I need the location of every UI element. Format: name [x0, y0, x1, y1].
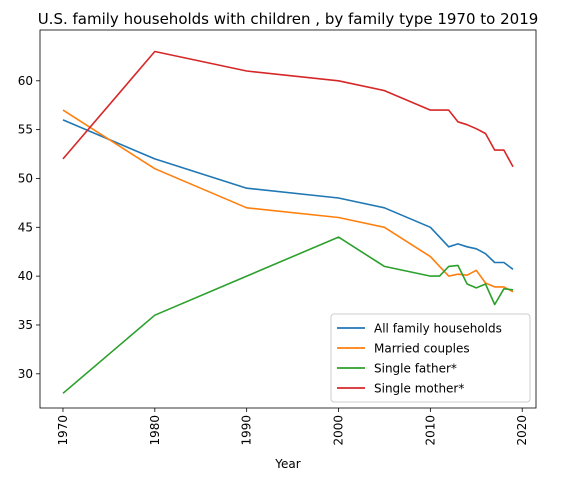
chart-title: U.S. family households with children , b…	[38, 10, 539, 28]
legend-label-married-couples: Married couples	[374, 342, 470, 356]
x-tick-label: 2020	[515, 415, 529, 446]
y-tick-label: 55	[18, 123, 33, 137]
legend-label-single-mother: Single mother*	[374, 382, 464, 396]
series-line-single-mother	[62, 50, 514, 168]
y-tick-label: 35	[18, 318, 33, 332]
legend-label-all-family-households: All family households	[374, 322, 502, 336]
x-tick-label: 2000	[332, 415, 346, 446]
x-tick-label: 1980	[148, 415, 162, 446]
series-line-married-couples	[62, 109, 514, 293]
y-tick-label: 50	[18, 171, 33, 185]
y-tick-label: 60	[18, 74, 33, 88]
series-line-all-family-households	[62, 119, 514, 270]
plot-frame	[39, 29, 537, 409]
x-axis-label: Year	[274, 457, 300, 471]
y-axis-ticks: 30 35 40 45 50 55 60	[18, 74, 40, 381]
legend-box	[330, 313, 531, 403]
legend-label-single-father: Single father*	[374, 362, 457, 376]
x-tick-label: 1990	[240, 415, 254, 446]
series-lines	[62, 50, 514, 394]
y-tick-label: 45	[18, 220, 33, 234]
y-tick-label: 40	[18, 269, 33, 283]
x-axis-ticks: 1970 1980 1990 2000 2010 2020	[56, 408, 529, 446]
x-tick-label: 2010	[423, 415, 437, 446]
series-line-single-father	[62, 236, 514, 394]
x-tick-label: 1970	[56, 415, 70, 446]
legend: All family households Married couples Sing…	[330, 313, 531, 403]
y-tick-label: 30	[18, 367, 33, 381]
